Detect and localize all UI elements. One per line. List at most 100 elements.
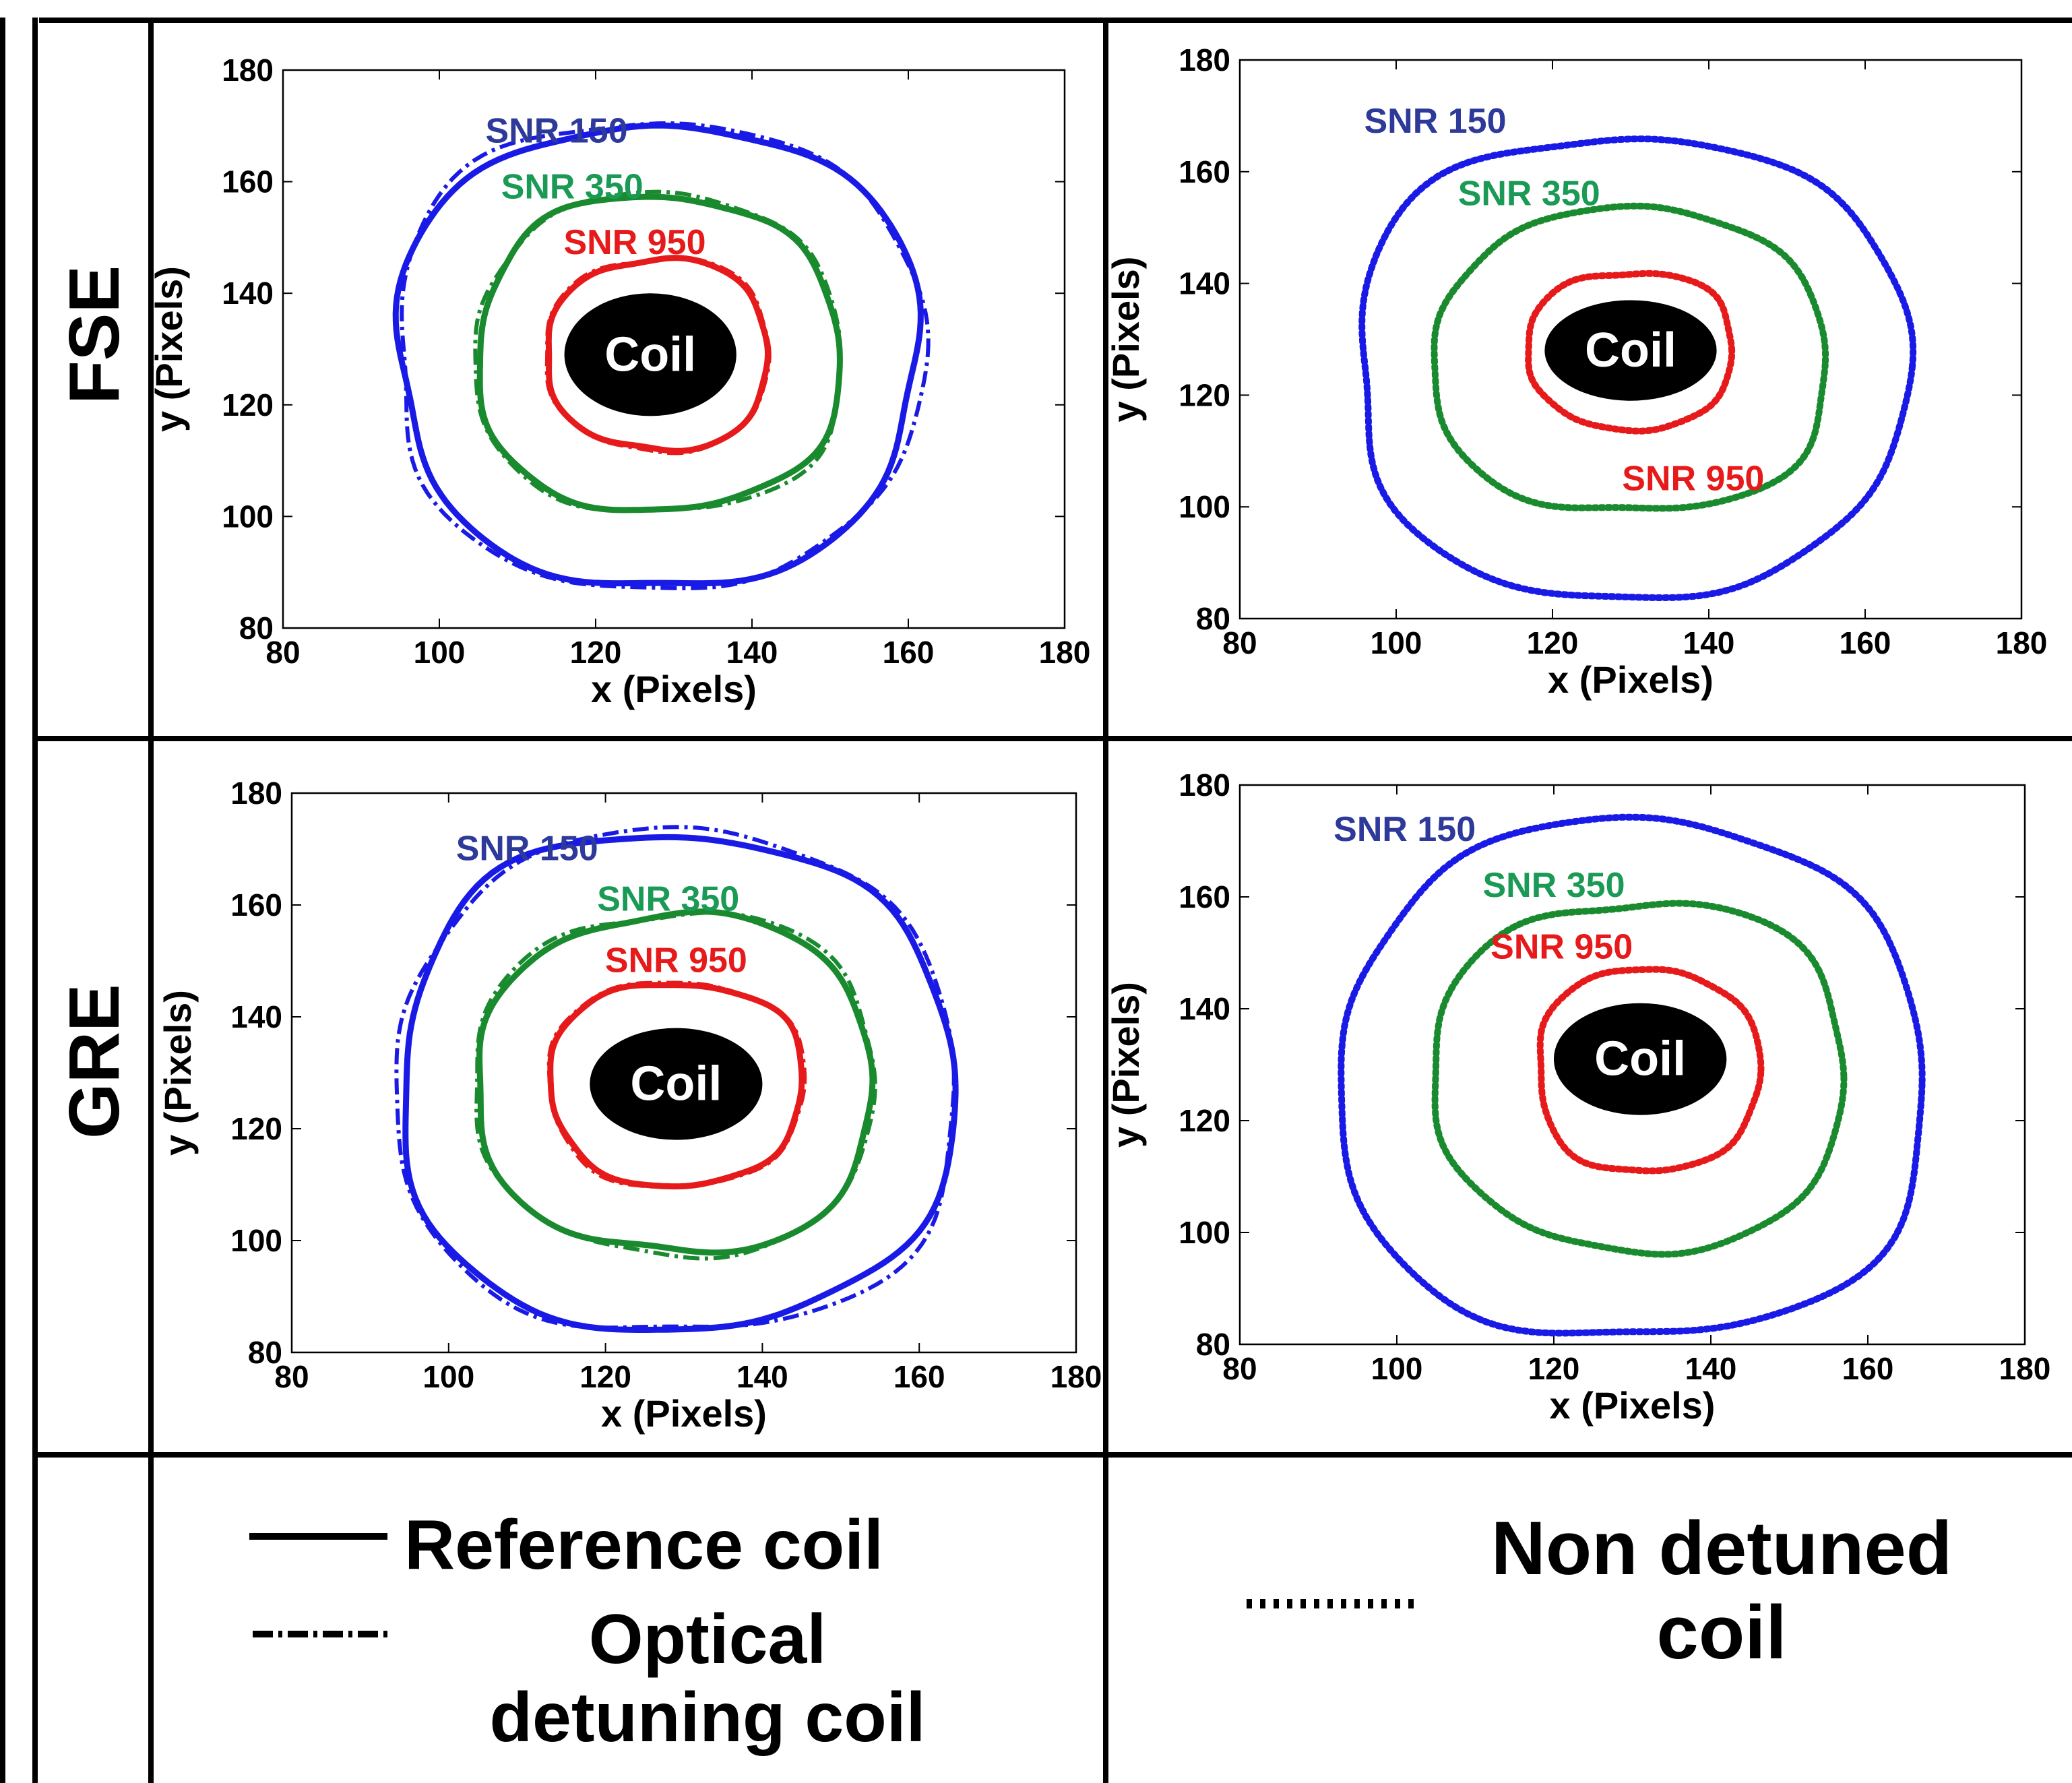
x-tick-label: 180 (1050, 1359, 1102, 1394)
legend-non-detuned-label: Non detuned coil (1490, 1506, 1953, 1675)
frame-left-inner-border (32, 18, 38, 1783)
y-tick-label: 180 (1179, 42, 1230, 77)
frame-top-border (39, 18, 2072, 23)
y-axis-label: y (Pixels) (1104, 257, 1147, 423)
y-tick-label: 100 (1179, 1215, 1230, 1250)
x-tick-label: 160 (1842, 1351, 1894, 1386)
x-tick-label: 180 (1999, 1351, 2051, 1386)
contour-label-snr150: SNR 150 (1333, 810, 1476, 849)
x-axis-label: x (Pixels) (1550, 1384, 1716, 1427)
contour-optical-snr150 (394, 825, 956, 1330)
contour-snr150 (1338, 813, 1926, 1337)
x-tick-label: 140 (736, 1359, 788, 1394)
contour-label-snr950: SNR 950 (1622, 459, 1764, 498)
contour-optical-snr950 (546, 980, 807, 1189)
y-tick-label: 120 (1179, 377, 1230, 412)
contour-label-snr150: SNR 150 (1364, 102, 1507, 141)
x-tick-label: 160 (1840, 625, 1891, 660)
y-axis-label: y (Pixels) (1104, 982, 1147, 1148)
contour-optical-snr150 (400, 121, 931, 591)
x-tick-label: 80 (1222, 1351, 1257, 1386)
y-tick-label: 180 (1179, 768, 1230, 803)
frame-column-divider (1103, 23, 1108, 1783)
y-tick-label: 120 (230, 1111, 282, 1146)
x-tick-label: 100 (1371, 1351, 1423, 1386)
y-tick-label: 80 (239, 611, 274, 646)
y-tick-label: 160 (222, 164, 274, 199)
contour-snr350 (1431, 202, 1829, 512)
y-tick-label: 160 (1179, 879, 1230, 914)
coil-label: Coil (604, 327, 696, 381)
coil-label: Coil (1585, 323, 1676, 377)
y-tick-label: 120 (222, 387, 274, 423)
x-tick-label: 120 (1528, 1351, 1580, 1386)
frame-label-divider (148, 23, 154, 1783)
x-tick-label: 140 (1685, 1351, 1737, 1386)
contour-label-snr150: SNR 150 (456, 830, 598, 869)
y-tick-label: 180 (222, 53, 274, 88)
contour-label-snr350: SNR 350 (501, 167, 643, 206)
frame-left-border (0, 18, 5, 1783)
x-tick-label: 80 (265, 635, 300, 670)
contour-optical-snr350 (474, 910, 877, 1261)
contour-snr150 (402, 834, 959, 1333)
y-axis-label: y (Pixels) (156, 990, 199, 1156)
contour-label-snr950: SNR 950 (564, 223, 706, 262)
legend-reference-label: Reference coil (404, 1506, 883, 1584)
contour-optical-snr350 (473, 189, 842, 512)
y-tick-label: 80 (1196, 1327, 1230, 1362)
y-tick-label: 160 (230, 887, 282, 922)
x-tick-label: 180 (1996, 625, 2048, 660)
x-tick-label: 80 (274, 1359, 309, 1394)
x-tick-label: 120 (570, 635, 622, 670)
contour-label-snr150: SNR 150 (486, 112, 628, 151)
x-tick-label: 160 (883, 635, 935, 670)
frame-row-divider-1 (38, 736, 2072, 741)
contour-label-snr950: SNR 950 (605, 941, 747, 980)
y-tick-label: 140 (230, 999, 282, 1034)
x-axis-label: x (Pixels) (1548, 658, 1714, 701)
x-tick-label: 120 (1527, 625, 1579, 660)
x-tick-label: 140 (726, 635, 778, 670)
contour-snr950 (1536, 966, 1765, 1175)
legend-dotted-line (1247, 1599, 1422, 1608)
x-tick-label: 100 (422, 1359, 474, 1394)
x-tick-label: 180 (1039, 635, 1091, 670)
coil-marker (564, 293, 736, 416)
contour-label-snr350: SNR 350 (1483, 866, 1625, 905)
legend-optical-label: Optical detuning coil (489, 1600, 926, 1757)
y-axis-label: y (Pixels) (148, 266, 190, 432)
y-tick-label: 140 (222, 276, 274, 311)
contour-snr150 (1358, 135, 1917, 602)
contour-snr950 (1525, 270, 1736, 435)
x-tick-label: 80 (1222, 625, 1257, 660)
x-tick-label: 100 (414, 635, 466, 670)
contour-label-snr350: SNR 350 (1458, 175, 1600, 214)
coil-marker (1544, 300, 1717, 401)
x-tick-label: 120 (579, 1359, 631, 1394)
contour-optical-snr950 (544, 255, 772, 456)
y-tick-label: 140 (1179, 991, 1230, 1026)
legend-solid-line (249, 1533, 387, 1540)
frame-row-divider-2 (38, 1452, 2072, 1458)
contour-snr350 (1431, 900, 1848, 1258)
coil-marker (1554, 1003, 1727, 1115)
y-tick-label: 120 (1179, 1103, 1230, 1138)
coil-label: Coil (630, 1057, 722, 1111)
x-tick-label: 160 (893, 1359, 945, 1394)
coil-label: Coil (1594, 1032, 1686, 1086)
contour-label-snr950: SNR 950 (1490, 927, 1633, 966)
x-tick-label: 140 (1683, 625, 1735, 660)
y-tick-label: 140 (1179, 266, 1230, 301)
y-tick-label: 180 (230, 776, 282, 811)
contour-snr350 (476, 193, 843, 513)
y-tick-label: 100 (230, 1223, 282, 1258)
y-tick-label: 100 (222, 499, 274, 534)
coil-marker (590, 1028, 763, 1140)
contour-snr150 (392, 122, 924, 587)
x-axis-label: x (Pixels) (601, 1392, 767, 1435)
